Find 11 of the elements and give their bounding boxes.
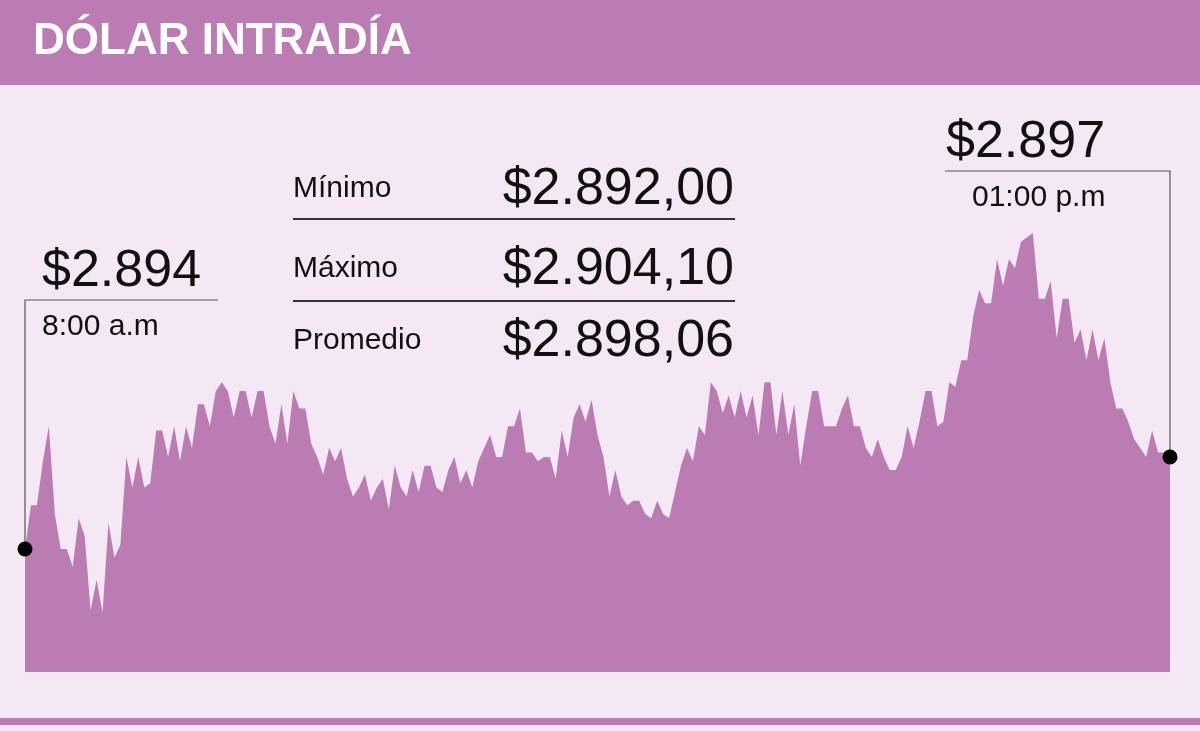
annotation: $2.894 [42, 239, 202, 298]
text: $2.897 [946, 109, 1106, 168]
text: $2.892,00 [502, 157, 734, 215]
annotation: Máximo [293, 250, 399, 283]
annotation: $2.904,10 [502, 237, 734, 295]
annotation: Promedio [293, 322, 422, 355]
text: Mínimo [293, 170, 392, 203]
text: 01:00 p.m [972, 178, 1106, 212]
annotation: $2.898,06 [502, 309, 734, 367]
chart-title: DÓLAR INTRADÍA [33, 14, 412, 64]
annotation: 8:00 a.m [42, 308, 159, 342]
